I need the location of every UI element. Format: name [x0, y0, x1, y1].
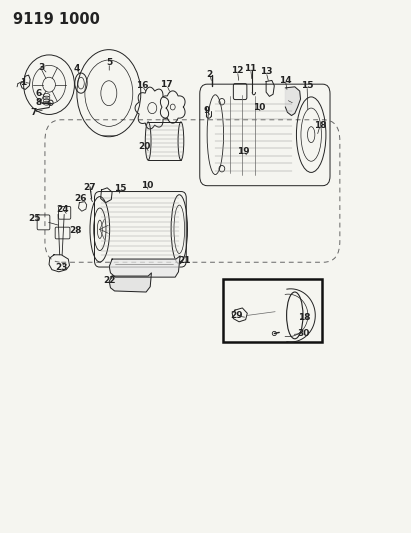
Text: 10: 10 [253, 102, 265, 111]
Text: 27: 27 [84, 183, 96, 192]
Text: 23: 23 [55, 263, 67, 272]
Text: 4: 4 [73, 64, 80, 73]
Text: 19: 19 [237, 147, 250, 156]
Text: 29: 29 [230, 311, 243, 320]
Text: 30: 30 [298, 329, 310, 338]
Text: 17: 17 [160, 80, 173, 89]
Text: 10: 10 [141, 181, 154, 190]
Text: 14: 14 [279, 76, 292, 85]
Polygon shape [285, 87, 300, 116]
Text: 13: 13 [260, 68, 272, 76]
Text: 7: 7 [30, 108, 37, 117]
Text: 28: 28 [69, 227, 81, 236]
Text: 25: 25 [28, 214, 41, 223]
Polygon shape [109, 256, 180, 277]
Text: 16: 16 [136, 81, 148, 90]
Text: 11: 11 [244, 64, 257, 73]
Text: 24: 24 [57, 205, 69, 214]
Text: 26: 26 [75, 194, 87, 203]
Text: 9: 9 [204, 106, 210, 115]
Text: 8: 8 [35, 98, 42, 107]
Text: 9119 1000: 9119 1000 [13, 12, 100, 27]
Text: 18: 18 [298, 313, 311, 322]
Polygon shape [109, 273, 151, 292]
Text: 15: 15 [301, 81, 313, 90]
Text: 15: 15 [114, 184, 127, 193]
Text: 12: 12 [231, 67, 244, 75]
Text: 22: 22 [103, 276, 115, 285]
Bar [223, 279, 322, 342]
Text: 5: 5 [106, 59, 112, 67]
Text: 3: 3 [39, 63, 45, 71]
Text: 6: 6 [35, 89, 42, 98]
Text: 21: 21 [178, 256, 190, 264]
Text: 1: 1 [20, 77, 26, 86]
Text: 20: 20 [139, 142, 151, 151]
Text: 2: 2 [206, 70, 213, 78]
Text: 18: 18 [314, 120, 326, 130]
